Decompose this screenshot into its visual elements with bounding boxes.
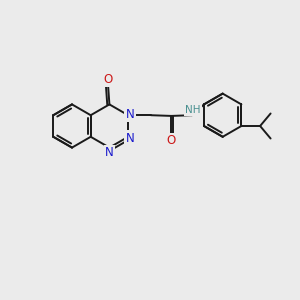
Text: N: N — [126, 131, 134, 145]
Text: N: N — [126, 107, 134, 121]
Text: O: O — [103, 73, 112, 86]
Text: O: O — [167, 134, 176, 147]
Text: N: N — [105, 146, 114, 159]
Text: NH: NH — [185, 105, 201, 115]
